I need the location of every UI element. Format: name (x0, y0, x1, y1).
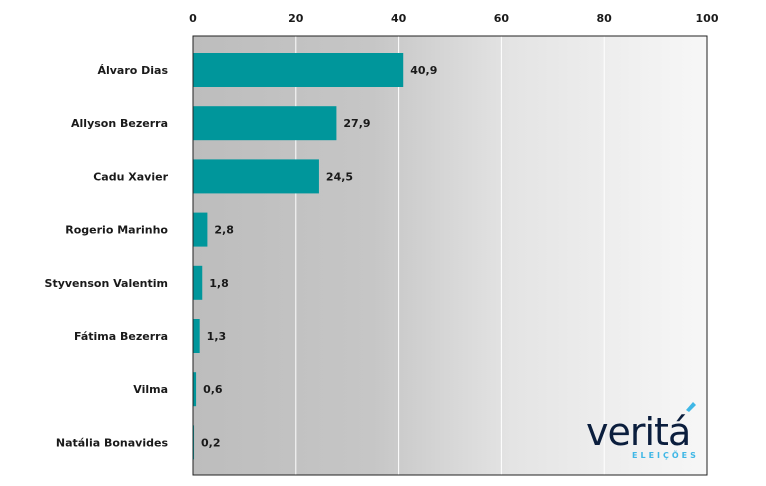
bar-value-label: 0,2 (201, 436, 221, 449)
bar-value-label: 0,6 (203, 383, 223, 396)
x-tick-label: 80 (597, 12, 613, 25)
bar (193, 53, 404, 87)
bar-value-label: 2,8 (214, 224, 234, 237)
category-label: Vilma (133, 383, 168, 396)
bars (193, 53, 404, 460)
bar (193, 372, 197, 407)
category-labels: Álvaro Dias Allyson Bezerra Cadu Xavier Rog… (45, 64, 169, 449)
category-label: Cadu Xavier (93, 170, 168, 183)
bar-value-label: 1,3 (207, 330, 227, 343)
category-label: Fátima Bezerra (74, 330, 168, 343)
category-label: Allyson Bezerra (71, 117, 168, 130)
logo-brand-text: veritá (586, 410, 690, 454)
logo-subtitle-text: ELEIÇÕES (632, 449, 699, 460)
x-tick-label: 20 (288, 12, 304, 25)
category-label: Natália Bonavides (56, 436, 169, 449)
category-label: Styvenson Valentim (45, 277, 168, 290)
bar (193, 106, 337, 141)
bar-value-label: 40,9 (410, 64, 437, 77)
plot-border (192, 35, 708, 476)
x-tick-label: 0 (189, 12, 197, 25)
bar (193, 212, 208, 247)
data-labels: 40,9 27,9 24,5 2,8 1,8 1,3 0,6 0,2 (201, 64, 437, 449)
bar (193, 425, 195, 460)
bar (193, 265, 203, 300)
bar-value-label: 1,8 (209, 277, 229, 290)
verita-logo: veritá ELEIÇÕES (586, 402, 699, 460)
bar-value-label: 27,9 (343, 117, 370, 130)
bar (193, 159, 319, 194)
x-tick-label: 60 (494, 12, 510, 25)
bar (193, 319, 200, 353)
bar-value-label: 24,5 (326, 170, 353, 183)
logo-accent-mark (686, 402, 696, 412)
x-tick-label: 100 (696, 12, 719, 25)
x-tick-label: 40 (391, 12, 407, 25)
category-label: Álvaro Dias (97, 64, 168, 77)
category-label: Rogerio Marinho (65, 224, 168, 237)
x-axis-ticks: 0 20 40 60 80 100 (189, 12, 719, 25)
